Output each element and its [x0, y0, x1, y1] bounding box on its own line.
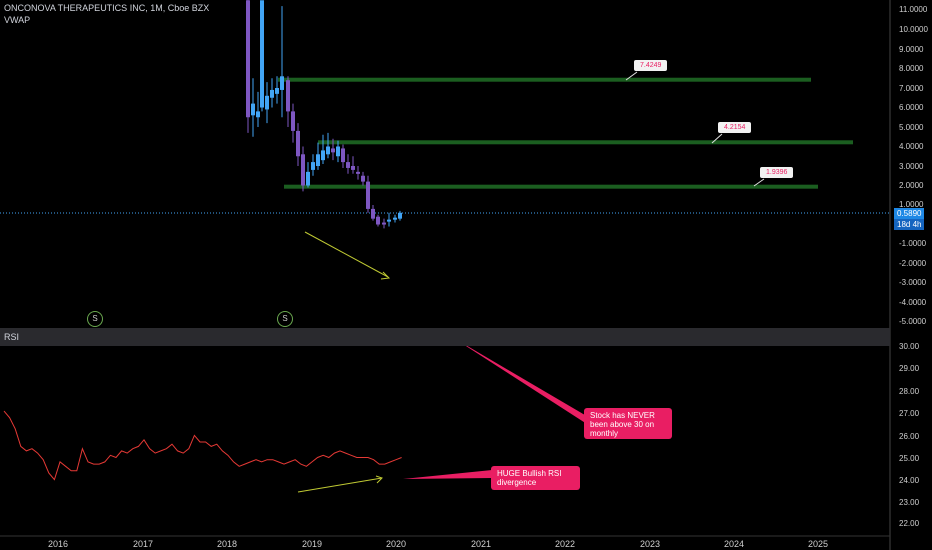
level-callout-4-2154[interactable]: 4.2154 [718, 122, 752, 133]
symbol-title: ONCONOVA THERAPEUTICS INC, 1M, Cboe BZX [4, 3, 210, 13]
rsi-tick: 25.00 [899, 454, 920, 463]
candle-body [371, 208, 375, 219]
bar-countdown-badge: 18d 4h [894, 219, 925, 230]
rsi-note-pointer [452, 337, 590, 426]
callout-pointer [711, 133, 723, 144]
level-line [318, 140, 853, 145]
price-tick: 6.0000 [899, 103, 924, 112]
price-tick: 2.0000 [899, 181, 924, 190]
year-tick: 2017 [132, 539, 154, 549]
candle-body [331, 148, 335, 153]
price-tick: 1.0000 [899, 200, 924, 209]
year-tick: 2021 [470, 539, 492, 549]
rsi-tick: 29.00 [899, 364, 920, 373]
candle-body [296, 130, 300, 157]
price-tick: 4.0000 [899, 142, 924, 151]
price-tick: 8.0000 [899, 64, 924, 73]
rsi-tick: 23.00 [899, 498, 920, 507]
level-callout-7-4249[interactable]: 7.4249 [634, 60, 668, 71]
candle-body [376, 216, 380, 225]
year-tick: 2020 [385, 539, 407, 549]
price-tick: 10.0000 [899, 25, 928, 34]
price-tick: 11.0000 [899, 5, 928, 14]
candle-body [398, 212, 402, 219]
rsi-tick: 28.00 [899, 387, 920, 396]
year-tick: 2024 [723, 539, 745, 549]
rsi-tick: 22.00 [899, 519, 920, 528]
candle-body [286, 80, 290, 112]
candle-body [382, 222, 386, 225]
level-line [278, 77, 811, 82]
year-tick: 2018 [216, 539, 238, 549]
rsi-tick: 30.00 [899, 342, 920, 351]
candle-body [341, 148, 345, 163]
level-line [284, 184, 818, 189]
indicator-label-vwap[interactable]: VWAP [4, 15, 31, 25]
candle-body [306, 171, 310, 186]
candle-body [321, 150, 325, 161]
candle-body [291, 111, 295, 131]
level-callout-1-9396[interactable]: 1.9396 [760, 167, 794, 178]
price-tick: -5.0000 [899, 317, 927, 326]
rsi-divergence-arrowhead [375, 475, 383, 484]
candle-body [326, 146, 330, 155]
candle-body [246, 0, 250, 118]
split-marker[interactable]: S [87, 311, 103, 327]
rsi-divergence-arrow [297, 477, 383, 493]
year-tick: 2025 [807, 539, 829, 549]
candle-body [387, 219, 391, 222]
candle-body [336, 146, 340, 157]
candle-body [280, 76, 284, 90]
candle-body [301, 154, 305, 186]
year-tick: 2019 [301, 539, 323, 549]
candle-body [260, 0, 264, 108]
rsi-tick: 27.00 [899, 409, 920, 418]
callout-pointer [625, 71, 638, 81]
candle-body [316, 154, 320, 166]
rsi-note-callout[interactable]: Stock has NEVER been above 30 on monthly [584, 408, 672, 439]
candle-body [346, 162, 350, 168]
candle-body [311, 162, 315, 170]
candle-body [356, 171, 360, 174]
callout-pointer [753, 178, 765, 187]
candle-body [361, 175, 365, 182]
year-tick: 2016 [47, 539, 69, 549]
price-tick: 5.0000 [899, 123, 924, 132]
candle-body [393, 217, 397, 220]
price-tick: -3.0000 [899, 278, 927, 287]
price-tick: 7.0000 [899, 84, 924, 93]
year-tick: 2022 [554, 539, 576, 549]
price-tick: -1.0000 [899, 239, 927, 248]
split-marker[interactable]: S [277, 311, 293, 327]
divergence-note-pointer [403, 470, 492, 479]
candle-body [366, 181, 370, 209]
candle-body [256, 111, 260, 118]
candle-body [251, 103, 255, 116]
price-divergence-arrow [304, 231, 389, 278]
year-tick: 2023 [639, 539, 661, 549]
candle-body [270, 89, 274, 98]
candle-body [351, 166, 355, 170]
candle-body [265, 95, 269, 110]
price-tick: -2.0000 [899, 259, 927, 268]
divergence-note-callout[interactable]: HUGE Bullish RSI divergence [491, 466, 580, 490]
current-price-badge: 0.5890 [894, 208, 925, 219]
rsi-tick: 26.00 [899, 432, 920, 441]
price-divergence-arrowhead [380, 271, 391, 280]
price-tick: -4.0000 [899, 298, 927, 307]
candle-body [275, 88, 279, 94]
rsi-pane-header [0, 328, 890, 346]
price-tick: 3.0000 [899, 162, 924, 171]
price-tick: 9.0000 [899, 45, 924, 54]
rsi-line [3, 410, 402, 481]
rsi-pane-label[interactable]: RSI [4, 332, 20, 342]
rsi-tick: 24.00 [899, 476, 920, 485]
